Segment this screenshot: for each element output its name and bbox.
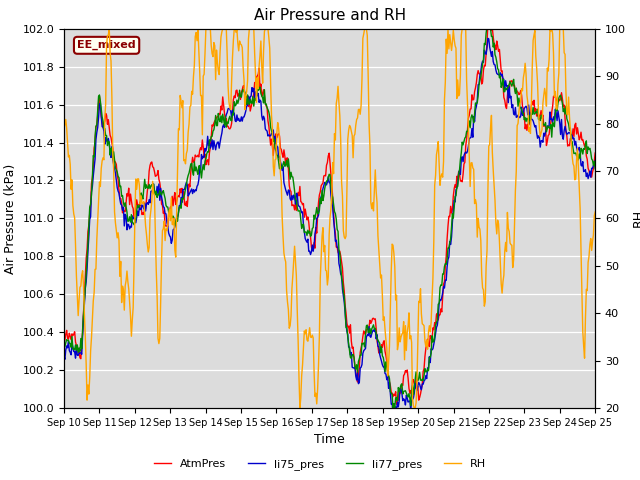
Legend: AtmPres, li75_pres, li77_pres, RH: AtmPres, li75_pres, li77_pres, RH [150, 455, 490, 474]
Y-axis label: Air Pressure (kPa): Air Pressure (kPa) [4, 163, 17, 274]
Title: Air Pressure and RH: Air Pressure and RH [253, 9, 406, 24]
Line: li77_pres: li77_pres [64, 24, 595, 408]
X-axis label: Time: Time [314, 433, 345, 446]
Y-axis label: RH: RH [632, 209, 640, 228]
Text: EE_mixed: EE_mixed [77, 40, 136, 50]
Line: RH: RH [64, 29, 595, 408]
Line: li75_pres: li75_pres [64, 38, 595, 413]
Line: AtmPres: AtmPres [64, 19, 595, 404]
